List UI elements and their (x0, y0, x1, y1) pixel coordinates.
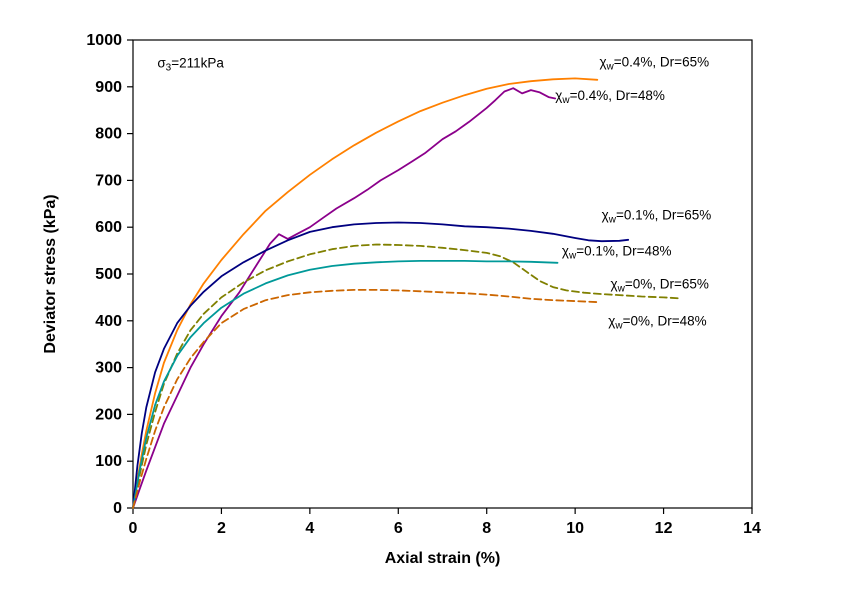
x-tick-label: 0 (129, 520, 138, 537)
label-0-65: χw=0%, Dr=65% (611, 276, 709, 294)
series-lines (132, 77, 680, 509)
series-line-1 (132, 87, 557, 509)
y-tick-label: 0 (113, 500, 122, 517)
y-tick-label: 1000 (86, 32, 122, 49)
y-axis: 0 100 200 300 400 500 600 700 800 900 1000 (86, 32, 133, 517)
x-tick-label: 10 (566, 520, 584, 537)
y-tick-label: 400 (95, 313, 122, 330)
x-tick-label: 8 (482, 520, 491, 537)
label-01-48: χw=0.1%, Dr=48% (562, 244, 672, 262)
x-tick-label: 12 (655, 520, 673, 537)
y-tick-label: 300 (95, 360, 122, 377)
series-line-5 (132, 289, 599, 509)
label-0-48: χw=0%, Dr=48% (608, 314, 706, 332)
y-tick-label: 200 (95, 406, 122, 423)
x-tick-label: 14 (743, 520, 761, 537)
sigma3-note: σ3=211kPa (157, 55, 224, 73)
series-line-0 (132, 77, 599, 509)
y-tick-label: 900 (95, 79, 122, 96)
series-line-2 (132, 221, 630, 509)
y-tick-label: 800 (95, 126, 122, 143)
label-04-65: χw=0.4%, Dr=65% (599, 54, 709, 72)
series-line-4 (132, 260, 559, 509)
y-tick-label: 500 (95, 266, 122, 283)
x-tick-label: 2 (217, 520, 226, 537)
x-axis-title: Axial strain (%) (385, 550, 501, 567)
y-tick-label: 700 (95, 172, 122, 189)
y-tick-label: 100 (95, 453, 122, 470)
x-tick-label: 6 (394, 520, 403, 537)
label-01-65: χw=0.1%, Dr=65% (602, 208, 712, 226)
series-line-3 (132, 243, 680, 509)
y-tick-label: 600 (95, 219, 122, 236)
x-axis: 0 2 4 6 8 10 12 14 (129, 508, 761, 537)
x-tick-label: 4 (305, 520, 314, 537)
annotations: σ3=211kPa χw=0.4%, Dr=65% χw=0.4%, Dr=48% χ… (157, 54, 711, 331)
label-04-48: χw=0.4%, Dr=48% (555, 88, 665, 106)
y-axis-title: Deviator stress (kPa) (42, 194, 59, 353)
